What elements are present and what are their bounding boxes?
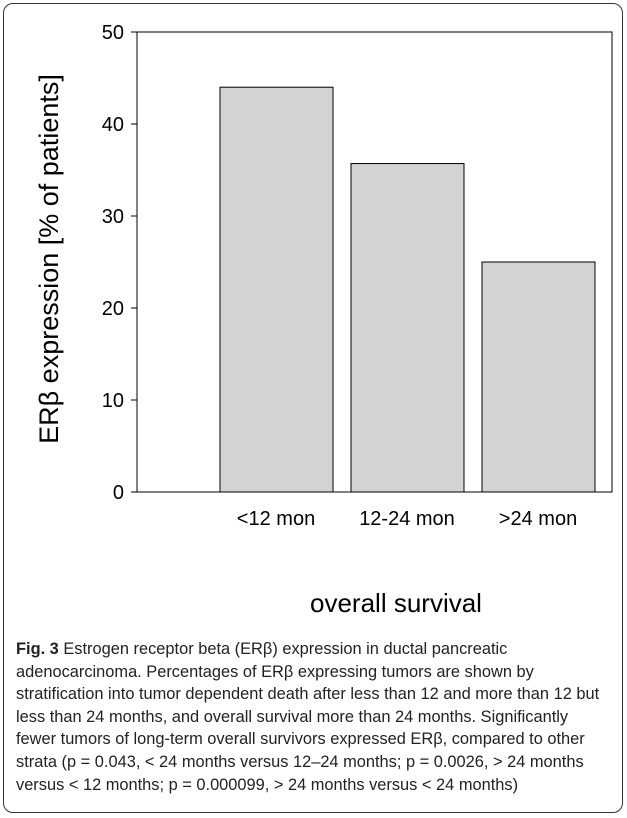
y-axis-label: ERβ expression [% of patients] (34, 74, 64, 444)
caption-text: Estrogen receptor beta (ERβ) expression … (16, 640, 600, 794)
y-tick-label: 0 (113, 482, 124, 504)
x-tick-label: >24 mon (499, 508, 577, 530)
y-axis-ticks: 0 10 20 30 40 50 (102, 22, 137, 504)
x-tick-label: 12-24 mon (359, 508, 455, 530)
bar (350, 163, 465, 493)
y-tick-label: 40 (102, 114, 124, 136)
figure-caption: Fig. 3 Estrogen receptor beta (ERβ) expr… (16, 638, 612, 796)
y-tick-label: 20 (102, 298, 124, 320)
x-axis-label: overall survival (310, 588, 482, 618)
figure-frame (3, 3, 623, 813)
figure-label: Fig. 3 (16, 640, 59, 658)
x-axis-ticks: <12 mon 12-24 mon >24 mon (237, 508, 577, 530)
plot-area (136, 31, 613, 493)
bar (219, 86, 334, 493)
y-tick-label: 30 (102, 206, 124, 228)
bar-chart: 0 10 20 30 40 50 <12 mon 12-24 mon >24 mon ERβ … (34, 22, 613, 618)
y-tick-label: 10 (102, 390, 124, 412)
y-tick-label: 50 (102, 22, 124, 44)
x-tick-label: <12 mon (237, 508, 315, 530)
bar (481, 261, 596, 493)
bars (219, 86, 596, 493)
